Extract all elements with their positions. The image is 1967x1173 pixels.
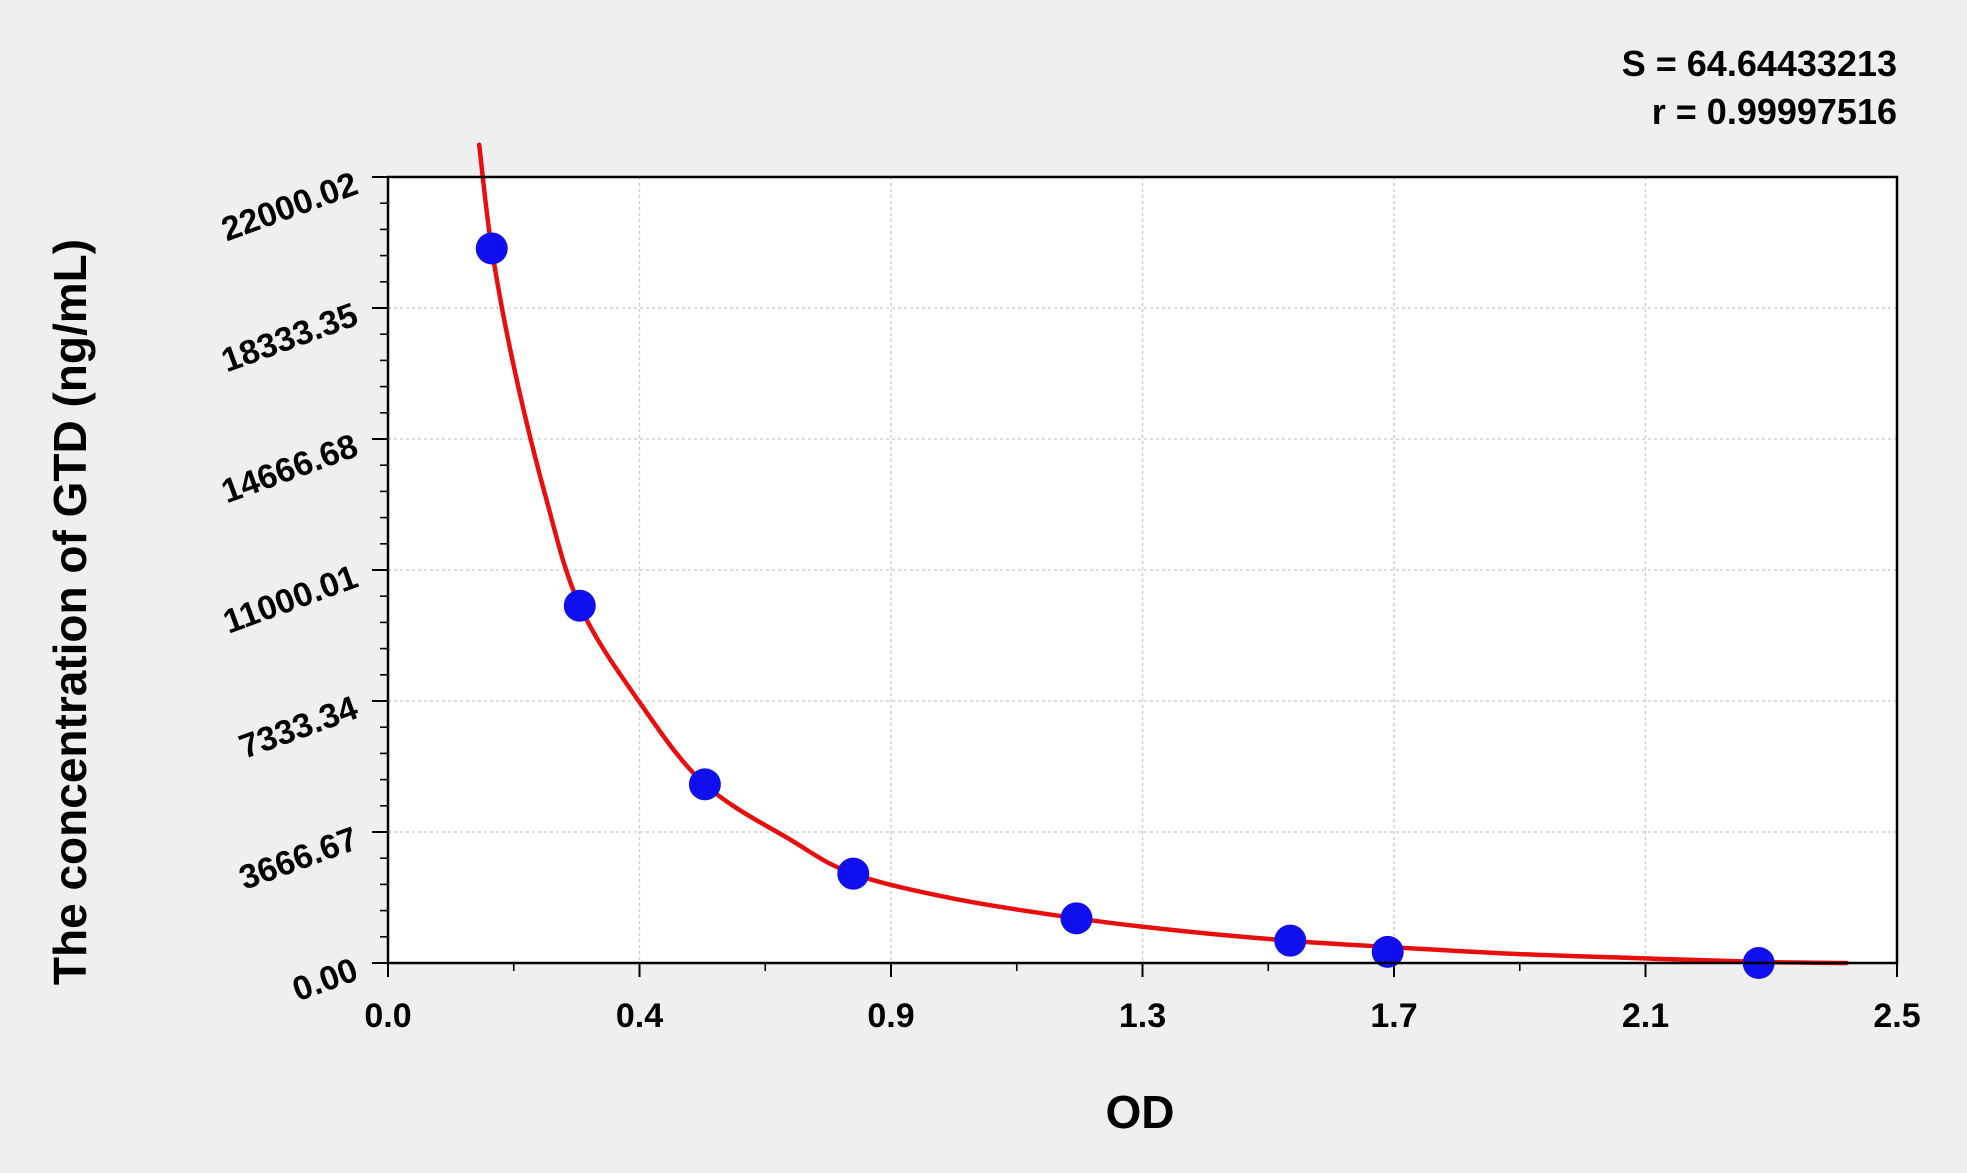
data-point [1060,902,1093,935]
data-points [475,232,1775,979]
plot-frame [386,175,1899,965]
y-axis-title: The concentration of GTD (ng/mL) [44,239,96,985]
x-tick-label: 1.3 [1119,997,1166,1035]
x-tick-label: 2.1 [1622,997,1669,1035]
x-tick-label: 0.4 [616,997,663,1035]
data-point [837,857,870,890]
stat-r-value: r = 0.99997516 [1652,91,1897,132]
data-point [1371,935,1404,968]
data-point [563,589,596,622]
x-tick-label: 0.0 [364,997,411,1035]
fit-curve [476,142,1849,966]
x-axis-title: OD [1106,1086,1175,1138]
stat-s-value: S = 64.64433213 [1622,43,1897,84]
data-point [688,768,721,801]
plot-border [386,175,1899,965]
data-point [475,232,508,265]
x-tick-label: 2.5 [1873,997,1920,1035]
grid-lines [388,177,1897,963]
x-tick-label: 0.9 [867,997,914,1035]
data-point [1274,924,1307,957]
x-tick-label: 1.7 [1370,997,1417,1035]
fit-curve-layer [476,142,1849,966]
